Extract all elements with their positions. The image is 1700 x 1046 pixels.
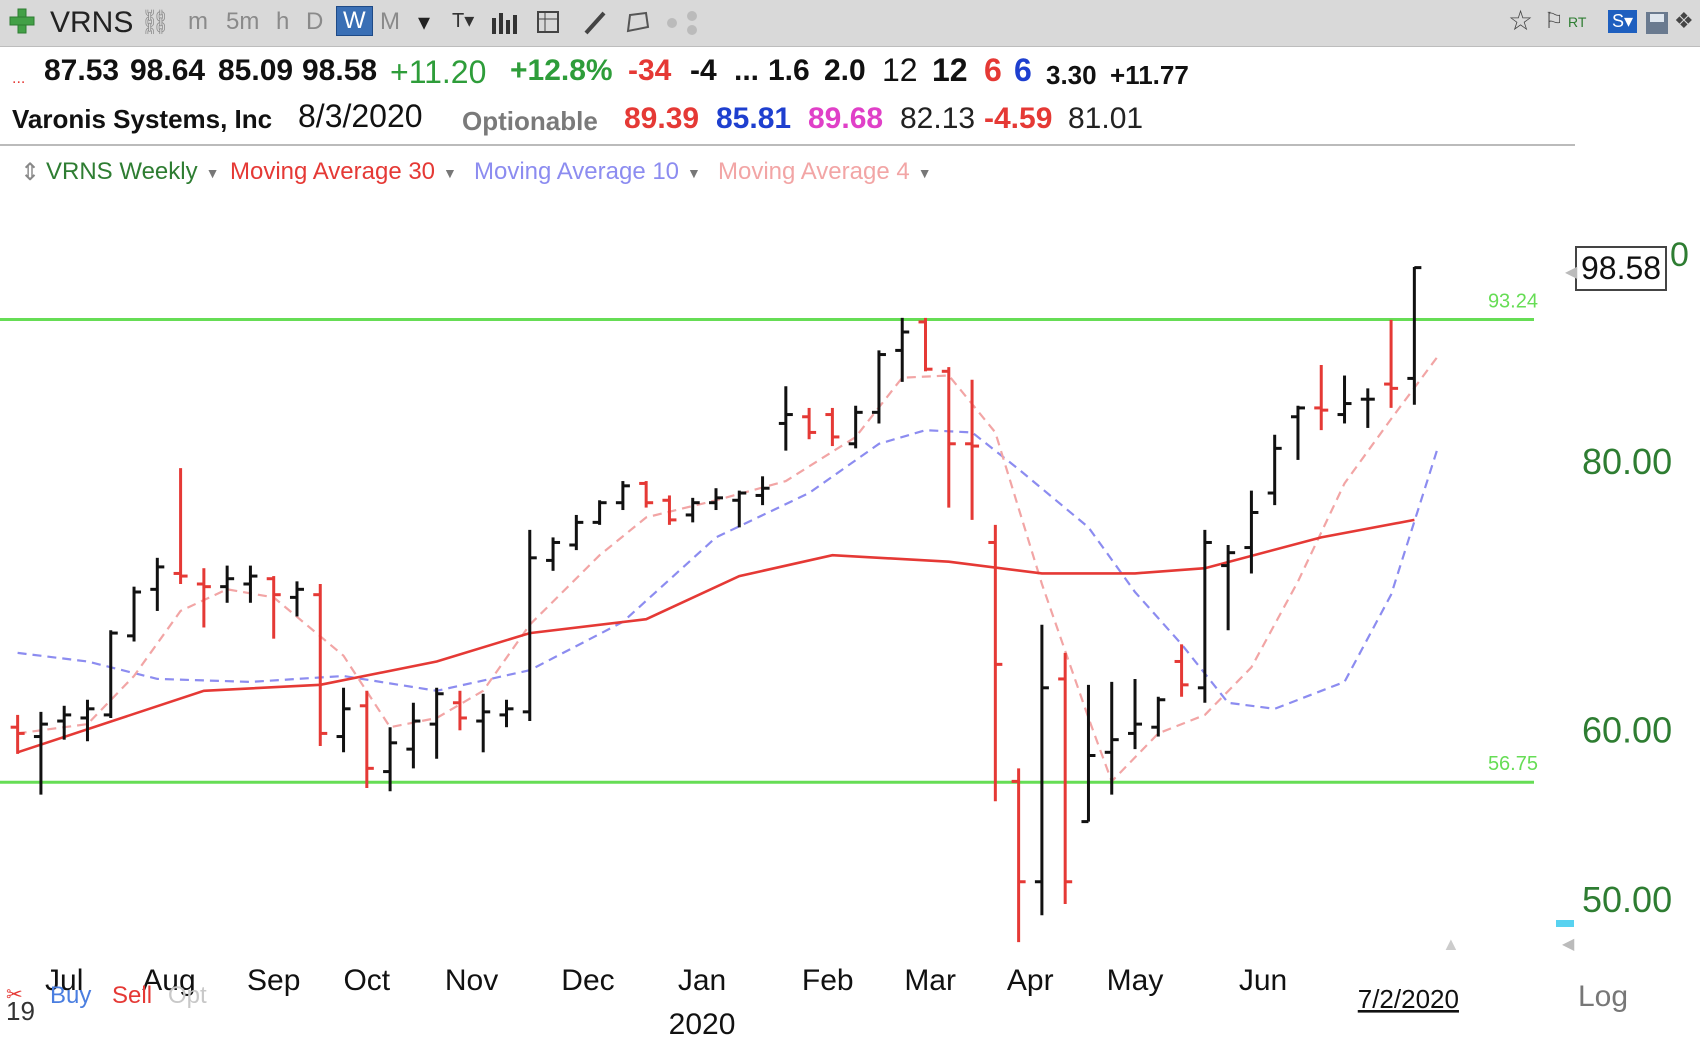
x-month-label: Nov <box>445 964 498 997</box>
last-price-label: 98.58 <box>1575 246 1668 291</box>
price-pointer-icon: ◀ <box>1565 264 1578 281</box>
interval-hour-button[interactable]: h <box>276 8 290 35</box>
buy-button[interactable]: Buy <box>50 982 92 1009</box>
interval-dropdown-icon[interactable]: ▾ <box>418 9 431 36</box>
interval-week-button[interactable]: W <box>336 6 373 36</box>
y-tick-label: 60.00 <box>1582 709 1672 750</box>
link-icon[interactable]: ⛓ <box>140 9 171 36</box>
quote-v8: 6 <box>1014 52 1032 88</box>
quote-v7: 6 <box>984 52 1002 88</box>
info-value2: 81.01 <box>1068 102 1144 135</box>
x-month-label: Apr <box>1007 964 1054 997</box>
quote-change-pct: +12.8% <box>510 54 613 87</box>
draw-pencil-icon[interactable] <box>582 9 608 37</box>
info-ma4-value: 89.68 <box>808 102 884 135</box>
x-month-label: Sep <box>247 964 300 997</box>
save-icon[interactable] <box>1644 10 1670 36</box>
quote-v9: 3.30 <box>1046 60 1097 90</box>
legend-ma30-caret-icon[interactable]: ▼ <box>443 164 457 181</box>
info-value: 82.13 <box>900 102 976 135</box>
ma30-line <box>17 518 1415 754</box>
x-month-label: May <box>1107 964 1164 997</box>
share-icon[interactable] <box>666 10 700 36</box>
interval-month-button[interactable]: M <box>380 8 400 35</box>
info-row: Varonis Systems, Inc 8/3/2020 Optionable… <box>0 96 1700 142</box>
trade-icon[interactable]: ✂ <box>6 984 23 1006</box>
opt-button[interactable]: Opt <box>168 982 207 1009</box>
studies-icon[interactable] <box>536 10 564 36</box>
x-month-label: Mar <box>904 964 956 997</box>
scale-pointer-icon[interactable]: ◀ <box>1562 936 1575 953</box>
star-icon[interactable]: ☆ <box>1508 5 1534 36</box>
header-divider <box>0 144 1575 146</box>
add-symbol-icon[interactable] <box>8 7 36 35</box>
quote-close: 98.58 <box>302 54 378 87</box>
scroll-up-icon[interactable]: ▲ <box>1442 934 1460 954</box>
legend-series-label: VRNS Weekly <box>46 158 198 185</box>
quote-v10: +11.77 <box>1110 60 1189 90</box>
quote-v4: 2.0 <box>824 54 866 87</box>
info-ma10-value: 85.81 <box>716 102 792 135</box>
sell-button[interactable]: Sell <box>112 982 153 1009</box>
symbol-input[interactable]: VRNS <box>50 6 134 39</box>
flag-icon[interactable]: ⚐ <box>1544 8 1564 33</box>
log-toggle[interactable]: Log <box>1578 980 1629 1013</box>
quote-open: 87.53 <box>44 54 120 87</box>
legend-ma4-caret-icon[interactable]: ▼ <box>917 164 932 181</box>
quote-change: +11.20 <box>390 54 487 90</box>
legend-move-icon[interactable]: ⇕ <box>20 159 41 186</box>
interval-day-button[interactable]: D <box>306 8 324 35</box>
quote-low: 85.09 <box>218 54 294 87</box>
y-tick-label: 50.00 <box>1582 879 1672 920</box>
legend-ma30-label: Moving Average 30 <box>230 158 436 185</box>
bar-style-icon[interactable] <box>490 10 522 36</box>
info-diff: -4.59 <box>984 102 1053 135</box>
toolbar: VRNS ⛓ m 5m h D W M ▾ T▾ ☆ ⚐ RT S▾ ❖ <box>0 0 1700 47</box>
x-month-label: Feb <box>802 964 854 997</box>
legend-ma4[interactable]: Moving Average 4 ▼ <box>718 158 932 186</box>
quote-ellipsis: ... <box>734 54 760 87</box>
quote-v5: 12 <box>882 52 918 88</box>
quote-dots: ... <box>12 70 26 87</box>
info-ma30-value: 89.39 <box>624 102 700 135</box>
realtime-icon[interactable]: RT <box>1568 14 1587 30</box>
quote-v3: 1.6 <box>768 54 810 87</box>
legend-ma10[interactable]: Moving Average 10 ▼ <box>474 158 701 186</box>
interval-minute-button[interactable]: m <box>188 8 208 35</box>
text-tool-icon[interactable]: T▾ <box>452 10 475 32</box>
quote-v6: 12 <box>932 52 968 88</box>
quote-date: 8/3/2020 <box>298 98 423 134</box>
optionable-label: Optionable <box>462 106 598 136</box>
interval-5min-button[interactable]: 5m <box>226 8 260 35</box>
legend-ma10-label: Moving Average 10 <box>474 158 680 185</box>
year-fragment: 19 <box>6 996 35 1026</box>
annotation-icon[interactable] <box>624 9 652 37</box>
level-label: 56.75 <box>1488 753 1538 775</box>
x-month-label: Jan <box>678 964 726 997</box>
top-tick-fragment: 0 <box>1670 236 1689 274</box>
ma10-line <box>17 429 1439 710</box>
x-year-label: 2020 <box>669 1008 736 1041</box>
y-tick-label: 80.00 <box>1582 441 1672 482</box>
quote-high: 98.64 <box>130 54 206 87</box>
last-date-label: 7/2/2020 <box>1358 984 1459 1014</box>
level-label: 93.24 <box>1488 291 1538 313</box>
company-name: Varonis Systems, Inc <box>12 104 273 134</box>
x-month-label: Dec <box>561 964 614 997</box>
legend-ma30[interactable]: Moving Average 30 ▼ <box>230 158 457 186</box>
legend-series-caret-icon[interactable]: ▼ <box>205 164 220 181</box>
quote-row: ... 87.53 98.64 85.09 98.58 +11.20 +12.8… <box>0 48 1700 94</box>
x-month-label: Oct <box>343 964 390 997</box>
quote-v2: -4 <box>690 54 717 87</box>
legend-series[interactable]: VRNS Weekly ▼ <box>46 158 219 186</box>
legend-ma10-caret-icon[interactable]: ▼ <box>687 164 701 181</box>
x-month-label: Jun <box>1239 964 1287 997</box>
alert-marker <box>1556 920 1574 927</box>
quote-v1: -34 <box>628 54 672 87</box>
s-dropdown-icon[interactable]: S▾ <box>1608 10 1638 33</box>
ma4-line <box>17 355 1439 784</box>
settings-icon[interactable]: ❖ <box>1674 8 1694 33</box>
legend-ma4-label: Moving Average 4 <box>718 158 910 185</box>
